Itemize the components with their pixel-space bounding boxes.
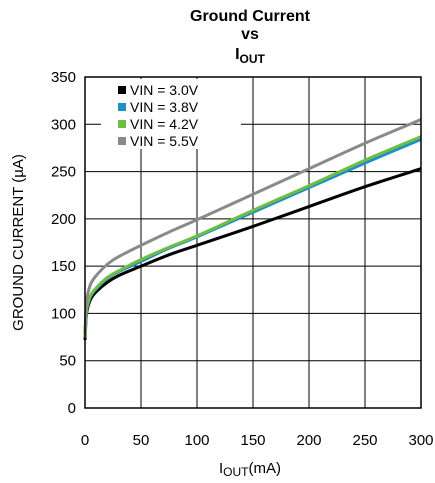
- y-tick-label: 200: [51, 211, 76, 228]
- x-tick-label: 0: [81, 432, 89, 449]
- x-tick-label: 250: [352, 432, 377, 449]
- chart-title-line-1: Ground Current: [190, 8, 311, 25]
- x-tick-label: 300: [408, 432, 433, 449]
- y-tick-label: 150: [51, 258, 76, 275]
- legend-swatch: [118, 137, 126, 145]
- series-line: [83, 118, 422, 333]
- legend-label: VIN = 5.5V: [130, 133, 199, 149]
- y-tick-label: 250: [51, 164, 76, 181]
- y-tick-label: 300: [51, 116, 76, 133]
- legend-label: VIN = 3.8V: [130, 99, 199, 115]
- x-axis-label: IOUT(mA): [219, 460, 281, 479]
- y-tick-label: 350: [51, 69, 76, 86]
- x-tick-label: 50: [133, 432, 150, 449]
- legend-swatch: [118, 120, 126, 128]
- chart-title-var-sub: OUT: [240, 52, 266, 66]
- y-tick-label: 50: [59, 353, 76, 370]
- y-tick-label: 0: [68, 400, 76, 417]
- x-tick-label: 200: [296, 432, 321, 449]
- x-axis-label-suffix: (mA): [249, 460, 282, 477]
- x-tick-label: 100: [184, 432, 209, 449]
- y-tick-label: 100: [51, 305, 76, 322]
- chart-title-var-main: I: [235, 46, 239, 63]
- legend-label: VIN = 4.2V: [130, 116, 199, 132]
- x-axis-label-sub: OUT: [223, 465, 249, 479]
- series-lines: [83, 118, 422, 340]
- x-axis-label-main: I: [219, 460, 223, 477]
- x-tick-label: 150: [240, 432, 265, 449]
- legend-label: VIN = 3.0V: [130, 82, 199, 98]
- x-axis-ticks: 0 50 100 150 200 250 300: [81, 432, 434, 449]
- y-axis-ticks: 0 50 100 150 200 250 300 350: [51, 69, 76, 417]
- chart-title: Ground Current vs IOUT: [190, 8, 311, 66]
- chart-title-line-2: vs: [241, 26, 259, 43]
- plot-frame: [84, 76, 422, 409]
- y-axis-label: GROUND CURRENT (µA): [10, 154, 27, 331]
- legend-swatch: [118, 86, 126, 94]
- chart-title-line-3: IOUT: [235, 46, 265, 66]
- legend-swatch: [118, 103, 126, 111]
